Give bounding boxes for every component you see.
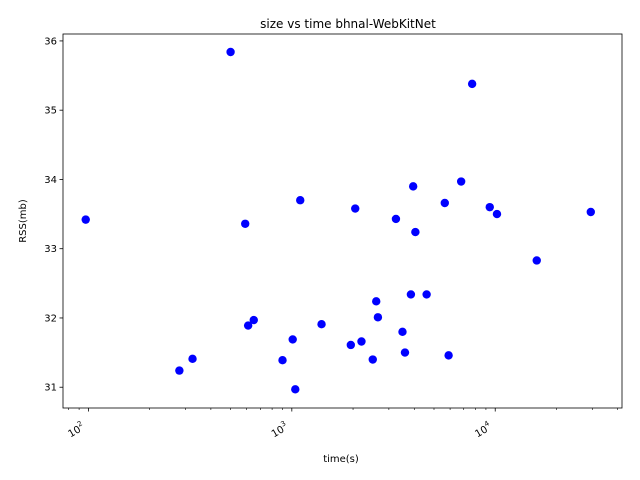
scatter-point xyxy=(81,215,90,224)
scatter-point xyxy=(467,79,477,89)
scatter-point xyxy=(351,204,360,213)
plot-frame xyxy=(62,33,623,409)
plot-area xyxy=(63,34,622,408)
scatter-point xyxy=(400,348,410,357)
scatter-point xyxy=(226,47,235,57)
scatter-point xyxy=(408,182,418,191)
x-axis-title: time(s) xyxy=(323,454,359,465)
scatter-point xyxy=(444,351,453,360)
scatter-point xyxy=(368,355,377,364)
scatter-point xyxy=(492,209,502,219)
y-tick-label: 36 xyxy=(44,36,57,47)
chart-title: size vs time bhnal-WebKitNet xyxy=(260,17,436,31)
scatter-point xyxy=(317,319,326,329)
scatter-point xyxy=(485,202,494,212)
scatter-point xyxy=(288,335,297,344)
scatter-point xyxy=(188,354,197,364)
scatter-point xyxy=(411,227,420,237)
scatter-point xyxy=(456,177,466,186)
scatter-point xyxy=(296,196,305,205)
scatter-point xyxy=(357,337,366,346)
scatter-point xyxy=(373,313,383,322)
y-tick-label: 32 xyxy=(44,313,57,324)
scatter-point xyxy=(391,214,401,224)
y-axis-title: RSS(mb) xyxy=(18,199,29,243)
scatter-point xyxy=(372,297,381,306)
scatter-point xyxy=(278,356,287,365)
scatter-point xyxy=(175,366,184,375)
scatter-point xyxy=(346,340,356,350)
scatter-point xyxy=(586,207,595,217)
y-tick-label: 35 xyxy=(44,106,57,117)
scatter-point xyxy=(422,290,431,299)
y-axis-ticks: 31 32 33 34 35 36 xyxy=(44,36,63,394)
data-points xyxy=(81,47,595,394)
scatter-point xyxy=(532,256,541,265)
y-tick-label: 33 xyxy=(44,244,57,255)
scatter-point xyxy=(249,315,258,325)
scatter-point xyxy=(406,290,416,299)
scatter-point xyxy=(241,219,250,228)
y-tick-label: 34 xyxy=(44,175,57,186)
scatter-point xyxy=(243,321,253,330)
scatter-point xyxy=(440,198,449,208)
scatter-point xyxy=(291,385,300,394)
scatter-point xyxy=(398,327,407,337)
y-tick-label: 31 xyxy=(44,383,57,394)
